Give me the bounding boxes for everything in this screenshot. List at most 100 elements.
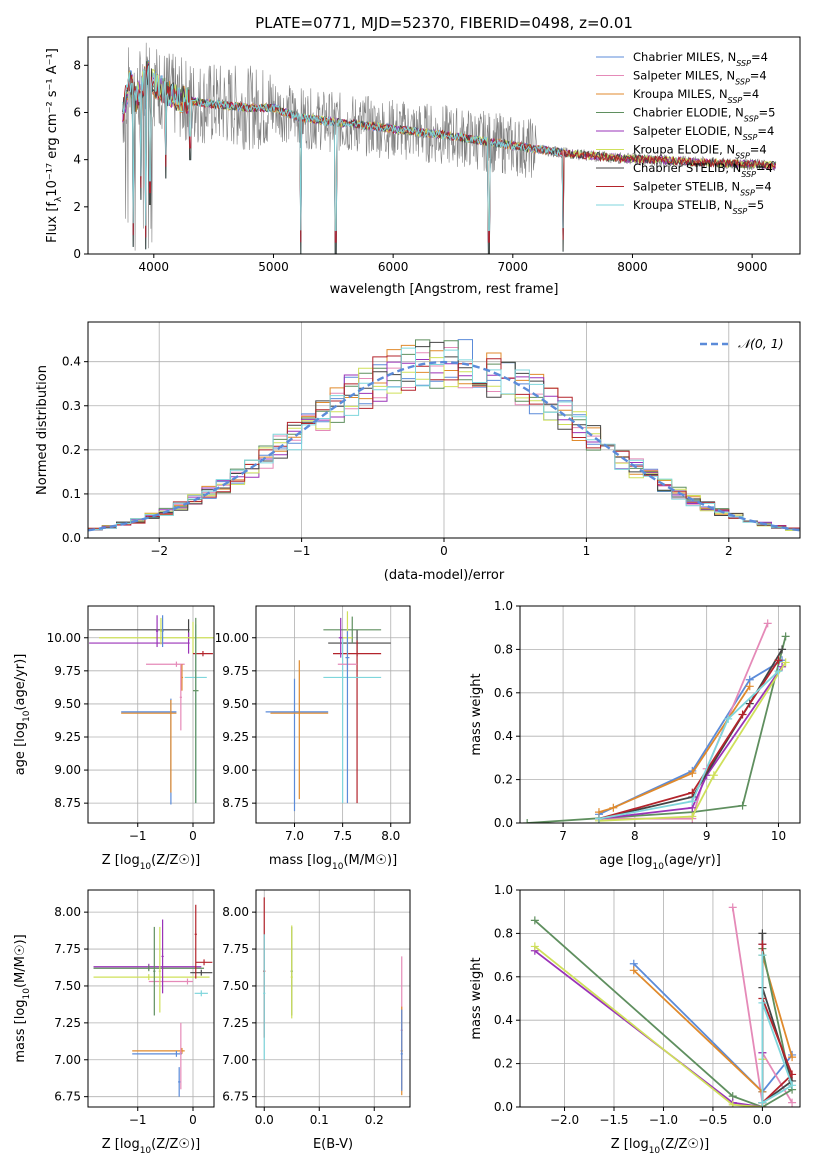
residual-histogram-salpeter-stelib bbox=[88, 355, 800, 529]
metallicity-mass-axes: −1 0 6.75 7.00 7.25 7.50 7.75 8.00 Z [log10(Z/Z☉… bbox=[13, 889, 215, 1156]
weight-point-marker bbox=[788, 1053, 797, 1062]
legend-entry: Kroupa ELODIE, NSSP=4 bbox=[633, 143, 767, 161]
weight-point-marker bbox=[688, 812, 697, 821]
y-tick-label: 9.25 bbox=[54, 730, 81, 744]
x-tick-label: −0.5 bbox=[698, 1113, 727, 1127]
x-tick-label: 2 bbox=[725, 544, 733, 558]
x-tick-label: −2 bbox=[150, 544, 168, 558]
x-axis-label: age [log10(age/yr)] bbox=[599, 853, 721, 872]
weight-line-chabrier-elodie bbox=[534, 919, 794, 1107]
x-tick-label: 8 bbox=[631, 829, 639, 843]
x-tick-label: 6000 bbox=[378, 260, 409, 274]
x-tick-label: 0 bbox=[189, 1113, 197, 1127]
weight-line-kroupa-stelib bbox=[598, 670, 780, 820]
y-tick-label: 7.50 bbox=[222, 979, 249, 993]
histogram-axes: −2 −1 0 1 2 0.0 0.1 0.2 0.3 0.4 𝒩(0, 1) (data-model… bbox=[35, 321, 801, 583]
x-tick-label: 9 bbox=[703, 829, 711, 843]
weight-point-marker bbox=[738, 801, 747, 810]
weight-point-marker bbox=[788, 1070, 797, 1079]
weight-line-chabrier-elodie bbox=[527, 636, 787, 823]
y-tick-label: 8.00 bbox=[54, 905, 81, 919]
y-axis-label: age [log10(age/yr)] bbox=[13, 654, 32, 776]
x-tick-label: −1 bbox=[293, 544, 311, 558]
y-tick-label: 0.4 bbox=[494, 1013, 513, 1027]
y-tick-label: 9.50 bbox=[222, 697, 249, 711]
y-axis-label: mass weight bbox=[469, 957, 484, 1039]
x-axis-label: (data-model)/error bbox=[384, 568, 505, 583]
y-tick-label: 0.3 bbox=[62, 399, 81, 413]
legend-entry: Salpeter STELIB, NSSP=4 bbox=[633, 180, 772, 198]
mass-age-axes: 7.0 7.5 8.0 8.75 9.00 9.25 9.50 9.75 10.00 mass [… bbox=[215, 605, 411, 872]
age-weight-axes: 7 8 9 10 0.0 0.2 0.4 0.6 0.8 1.0 age [log10(age/yr… bbox=[469, 599, 801, 872]
weight-point-marker bbox=[688, 769, 697, 778]
x-tick-label: 5000 bbox=[258, 260, 289, 274]
y-tick-label: 9.75 bbox=[54, 664, 81, 678]
weight-point-marker bbox=[530, 916, 539, 925]
legend-entry: Kroupa MILES, NSSP=4 bbox=[633, 87, 759, 105]
x-tick-label: 0 bbox=[189, 829, 197, 843]
y-tick-label: 4 bbox=[73, 153, 81, 167]
y-tick-label: 0.2 bbox=[494, 1057, 513, 1071]
weight-line-chabrier-miles bbox=[633, 944, 793, 1095]
axes-frame bbox=[255, 889, 411, 1108]
y-tick-label: 10.00 bbox=[215, 631, 249, 645]
weight-point-marker bbox=[758, 1098, 767, 1107]
weight-line-kroupa-elodie bbox=[598, 661, 787, 822]
legend-entry: Chabrier MILES, NSSP=4 bbox=[633, 50, 768, 68]
y-axis-label: Normed distribution bbox=[35, 365, 50, 495]
y-tick-label: 8 bbox=[73, 58, 81, 72]
weight-point-marker bbox=[781, 658, 790, 667]
plot-area bbox=[530, 903, 797, 1107]
x-tick-label: 8000 bbox=[617, 260, 648, 274]
metallicity-weight-axes: −2.0 −1.5 −1.0 −0.5 0.0 0.0 0.2 0.4 0.6 0.8 1.0 Z [… bbox=[469, 883, 801, 1156]
x-tick-label: 1 bbox=[583, 544, 591, 558]
weight-point-marker bbox=[763, 619, 772, 628]
x-tick-label: −1.0 bbox=[649, 1113, 678, 1127]
y-tick-label: 0.4 bbox=[62, 355, 81, 369]
y-tick-label: 7.00 bbox=[222, 1053, 249, 1067]
weight-line-kroupa-miles bbox=[598, 685, 751, 813]
y-tick-label: 0.8 bbox=[494, 926, 513, 940]
weight-point-marker bbox=[530, 942, 539, 951]
weight-point-marker bbox=[688, 797, 697, 806]
y-tick-label: 10.00 bbox=[47, 631, 81, 645]
y-axis-label: mass weight bbox=[469, 673, 484, 755]
y-tick-label: 6 bbox=[73, 105, 81, 119]
plot-area bbox=[523, 619, 790, 823]
weight-line-salpeter-miles bbox=[599, 623, 769, 820]
weight-point-marker bbox=[774, 667, 783, 676]
x-tick-label: −2.0 bbox=[550, 1113, 579, 1127]
weight-line-chabrier-stelib bbox=[598, 648, 783, 820]
weight-line-kroupa-elodie bbox=[534, 945, 764, 1107]
y-tick-label: 0.1 bbox=[62, 487, 81, 501]
y-tick-label: 0.0 bbox=[494, 816, 513, 830]
x-tick-label: 4000 bbox=[139, 260, 170, 274]
y-tick-label: 7.25 bbox=[222, 1016, 249, 1030]
y-tick-label: 7.50 bbox=[54, 979, 81, 993]
weight-line-chabrier-miles bbox=[598, 659, 783, 816]
y-axis-label: mass [log10(M/M☉)] bbox=[13, 934, 32, 1062]
y-tick-label: 0.6 bbox=[494, 970, 513, 984]
weight-point-marker bbox=[788, 1098, 797, 1107]
figure-title: PLATE=0771, MJD=52370, FIBERID=0498, z=0… bbox=[255, 14, 633, 32]
x-tick-label: 9000 bbox=[737, 260, 768, 274]
legend-entry: Kroupa STELIB, NSSP=5 bbox=[633, 198, 764, 216]
plot-area bbox=[122, 42, 777, 254]
y-tick-label: 9.75 bbox=[222, 664, 249, 678]
model-spectrum-chabrier-miles bbox=[122, 60, 564, 254]
normal-legend-label: 𝒩(0, 1) bbox=[738, 336, 784, 351]
y-tick-label: 8.75 bbox=[222, 796, 249, 810]
y-tick-label: 7.75 bbox=[222, 942, 249, 956]
x-tick-label: 0 bbox=[440, 544, 448, 558]
weight-point-marker bbox=[609, 803, 618, 812]
weight-point-marker bbox=[728, 1100, 737, 1107]
x-axis-label: E(B-V) bbox=[313, 1137, 353, 1152]
y-tick-label: 0.4 bbox=[494, 729, 513, 743]
weight-point-marker bbox=[738, 710, 747, 719]
residual-histogram-kroupa-elodie bbox=[88, 357, 800, 531]
x-tick-label: −1 bbox=[129, 829, 147, 843]
x-tick-label: 8.0 bbox=[381, 829, 400, 843]
weight-point-marker bbox=[523, 819, 532, 823]
y-tick-label: 6.75 bbox=[54, 1090, 81, 1104]
y-tick-label: 0.0 bbox=[494, 1100, 513, 1114]
